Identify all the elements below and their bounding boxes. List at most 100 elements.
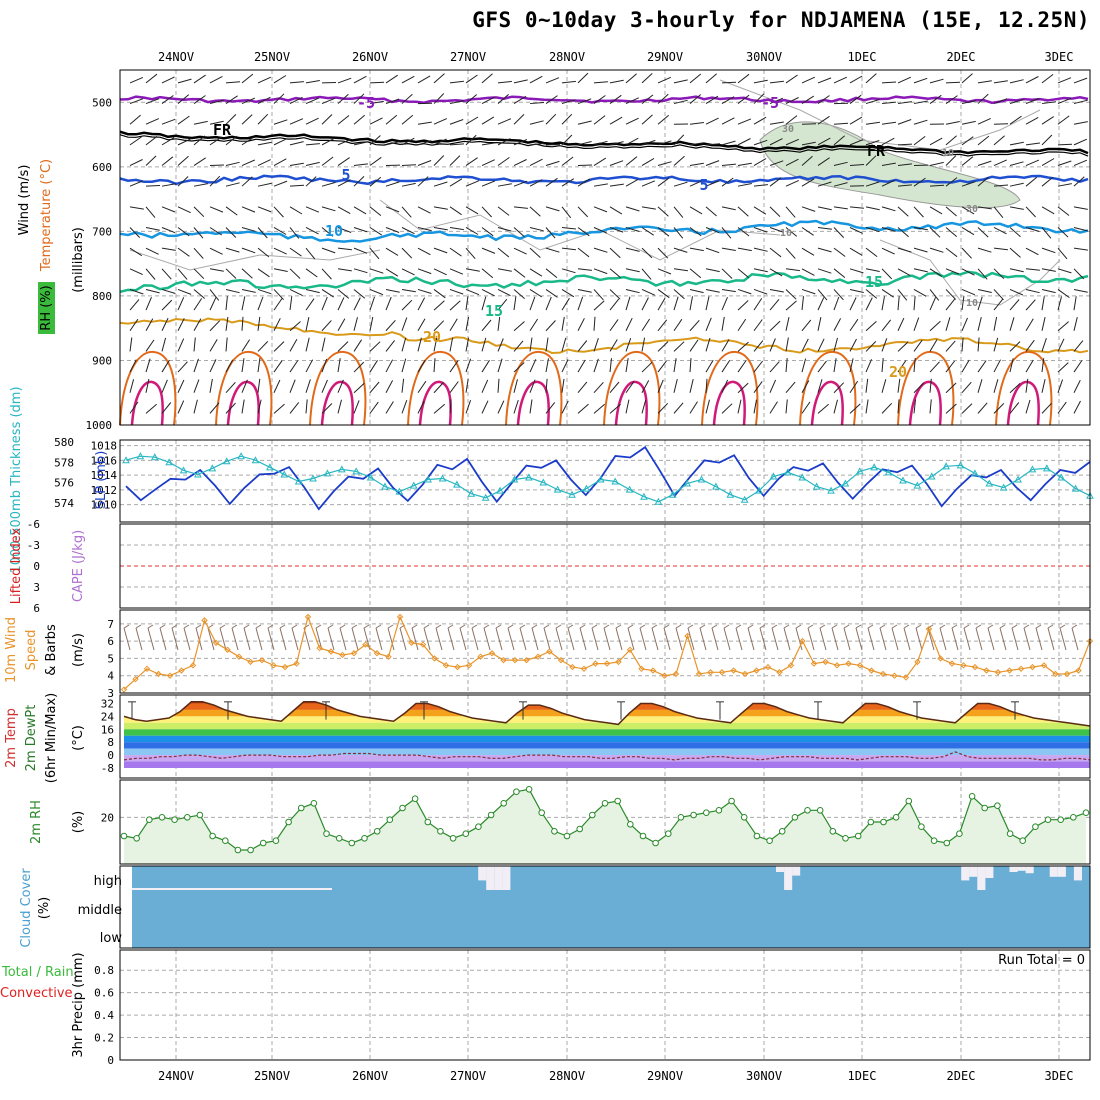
wind-barb xyxy=(497,378,500,393)
wind-barb xyxy=(801,95,815,104)
wind-barb xyxy=(897,143,913,146)
wind-barb xyxy=(609,298,620,311)
wind-barb xyxy=(785,399,788,414)
wind-barb xyxy=(993,227,1007,235)
rh2m-marker xyxy=(816,807,824,814)
wind-barb xyxy=(1025,159,1040,166)
wind-barb xyxy=(257,268,270,278)
wind-barb xyxy=(257,141,272,146)
wind-barb xyxy=(177,227,190,237)
wind-barb xyxy=(897,76,912,84)
temperature-loop-25 xyxy=(799,350,857,426)
wind10-marker xyxy=(730,667,737,674)
wind-barb xyxy=(1057,321,1069,332)
wind10-marker xyxy=(971,663,979,671)
wind-barb xyxy=(289,118,304,125)
precip-ylabel-mm: 3hr Precip (mm) xyxy=(71,952,86,1057)
wind-barb xyxy=(513,321,525,332)
wind-barb xyxy=(769,268,783,277)
surface-wind-barb xyxy=(207,624,214,629)
wind-barb xyxy=(209,289,220,301)
wind-barb xyxy=(161,118,176,125)
wind10-marker xyxy=(293,660,300,667)
wind10-marker xyxy=(465,662,473,669)
surface-wind-barb xyxy=(459,624,466,629)
thickness-tick-label: 574 xyxy=(54,497,74,510)
surface-wind-barb xyxy=(891,627,899,651)
wind-barb xyxy=(769,401,778,414)
wind-barb xyxy=(513,138,528,146)
wind-barb xyxy=(465,134,477,146)
wind-barb xyxy=(977,176,989,187)
wind-barb xyxy=(177,155,189,166)
wind-barb xyxy=(241,358,245,373)
wind-barb xyxy=(513,289,525,299)
wind-barb xyxy=(225,381,236,394)
panel-frame xyxy=(119,949,1091,1061)
rh2m-marker xyxy=(475,823,482,831)
rh2m-marker xyxy=(437,828,444,835)
wind-barb xyxy=(817,181,832,187)
wind-barb xyxy=(641,361,653,373)
wind-barb xyxy=(481,116,495,125)
date-label-top: 1DEC xyxy=(848,50,877,64)
wind-barb xyxy=(1025,268,1040,271)
thickness-marker xyxy=(884,468,893,476)
temperature-loop-25 xyxy=(309,350,367,426)
wind-barb xyxy=(129,227,141,238)
rh2m-marker xyxy=(1044,816,1052,824)
wind-barb xyxy=(689,179,704,187)
wind-barb xyxy=(1009,79,1024,84)
wind-barb xyxy=(657,360,667,373)
wind-barb xyxy=(433,320,445,332)
wind-barb xyxy=(257,399,262,414)
temp-tick-label: 8 xyxy=(107,736,114,749)
wind10-marker xyxy=(569,663,576,671)
wind-barb xyxy=(929,161,944,167)
wind-barb xyxy=(881,402,893,414)
wind-barb xyxy=(1009,317,1015,331)
wind-barb xyxy=(1041,101,1056,105)
thickness-marker xyxy=(841,479,850,487)
high-cloud-gap xyxy=(792,866,801,876)
wind-barb xyxy=(225,182,240,187)
wind-barb xyxy=(737,399,742,414)
wind-barb xyxy=(577,164,593,167)
temp-band xyxy=(124,735,1090,743)
wind-barb xyxy=(145,297,152,311)
wind-barb xyxy=(833,289,844,301)
wind-barb xyxy=(785,316,790,331)
wind-barb xyxy=(993,268,1005,280)
wind-barb xyxy=(241,288,256,293)
upper-ylabel-wind: Wind (m/s) xyxy=(17,165,32,236)
date-label-top: 27NOV xyxy=(450,50,486,64)
wind-barb xyxy=(433,300,445,311)
wind-barb xyxy=(481,247,496,254)
wind10-marker xyxy=(580,665,588,672)
wind-barb xyxy=(449,226,464,231)
wind-barb xyxy=(145,318,154,332)
temperature-loop-25 xyxy=(995,350,1053,426)
wind-barb xyxy=(337,77,352,84)
surface-wind-barb xyxy=(591,627,599,651)
wind10-marker xyxy=(879,670,887,678)
wind-barb xyxy=(625,227,640,232)
high-cloud-gap xyxy=(969,866,978,877)
wind-barb xyxy=(737,227,750,237)
rh-shaded-area xyxy=(759,121,1021,209)
surface-wind-barb xyxy=(795,624,802,629)
wind-barb xyxy=(993,337,999,352)
wind-barb xyxy=(209,247,223,255)
wind-barb xyxy=(801,76,816,84)
wind-barb xyxy=(945,227,958,237)
wind-barb xyxy=(929,297,937,311)
wind-barb xyxy=(177,176,189,187)
wind-barb xyxy=(193,95,206,104)
wind-barb xyxy=(753,288,768,295)
wind-barb xyxy=(689,288,704,294)
wind-barb xyxy=(289,247,302,257)
wind-barb xyxy=(289,321,301,332)
wind-barb xyxy=(593,300,605,311)
thickness-marker xyxy=(352,467,361,475)
date-label-bottom: 26NOV xyxy=(352,1069,388,1083)
